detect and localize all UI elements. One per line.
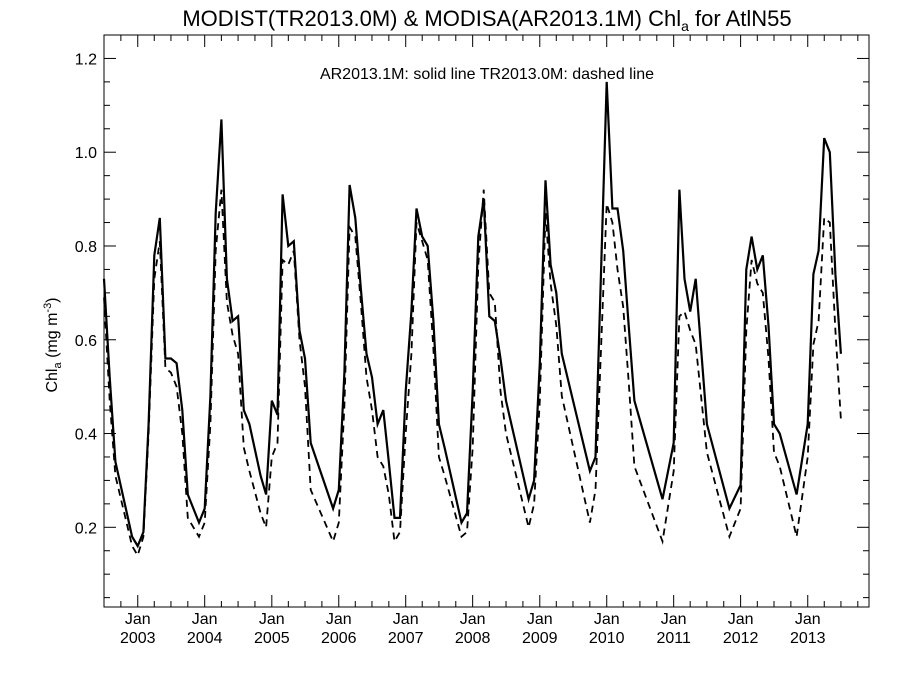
x-tick-year-label: 2012 (723, 630, 759, 647)
x-tick-year-label: 2010 (589, 630, 625, 647)
y-axis-label-suffix: ) (44, 297, 61, 302)
chart-title-subscript: a (681, 18, 689, 34)
x-tick-month-label: Jan (661, 611, 687, 628)
y-tick-label: 0.6 (75, 333, 97, 350)
x-tick-month-label: Jan (192, 611, 218, 628)
chart-title: MODIST(TR2013.0M) & MODISA(AR2013.1M) Ch… (182, 6, 791, 34)
y-tick-label: 0.2 (75, 520, 97, 537)
series-line-ar2013-1m (102, 81, 842, 549)
x-tick-month-label: Jan (795, 611, 821, 628)
x-tick-year-label: 2004 (187, 630, 223, 647)
plot-frame (103, 34, 870, 608)
x-tick-month-label: Jan (594, 611, 620, 628)
x-tick-year-label: 2007 (388, 630, 424, 647)
chart-title-main: MODIST(TR2013.0M) & MODISA(AR2013.1M) Ch… (182, 6, 681, 31)
x-tick-year-label: 2003 (120, 630, 156, 647)
chart-title-suffix: for AtlN55 (689, 6, 792, 31)
x-tick-year-label: 2013 (790, 630, 826, 647)
y-axis-label-subscript: a (52, 362, 64, 369)
series-line-tr2013-0m (103, 189, 842, 558)
chart-annotation: AR2013.1M: solid line TR2013.0M: dashed … (320, 66, 654, 83)
x-tick-month-label: Jan (460, 611, 486, 628)
y-axis-label-middle: (mg m (44, 313, 61, 363)
x-tick-year-label: 2006 (321, 630, 357, 647)
x-tick-year-label: 2008 (455, 630, 491, 647)
x-tick-month-label: Jan (728, 611, 754, 628)
x-tick-month-label: Jan (125, 611, 151, 628)
y-axis-label-main: Chl (44, 369, 61, 393)
ticks-layer: 0.2 0.4 0.6 0.8 1.0 1.2 Jan 2003 Jan 2004 Jan 2005 J… (75, 35, 869, 647)
y-tick-label: 1.2 (75, 51, 97, 68)
x-tick-month-label: Jan (259, 611, 285, 628)
y-axis-label-superscript: -3 (42, 303, 54, 313)
series-layer (102, 81, 842, 558)
y-axis-label: Chla (mg m-3) (42, 297, 64, 392)
x-tick-month-label: Jan (393, 611, 419, 628)
x-tick-year-label: 2009 (522, 630, 558, 647)
x-tick-year-label: 2005 (254, 630, 290, 647)
x-tick-month-label: Jan (527, 611, 553, 628)
x-tick-month-label: Jan (326, 611, 352, 628)
y-tick-label: 0.4 (75, 427, 97, 444)
y-tick-label: 0.8 (75, 239, 97, 256)
x-tick-year-label: 2011 (656, 630, 691, 647)
y-tick-label: 1.0 (75, 145, 97, 162)
